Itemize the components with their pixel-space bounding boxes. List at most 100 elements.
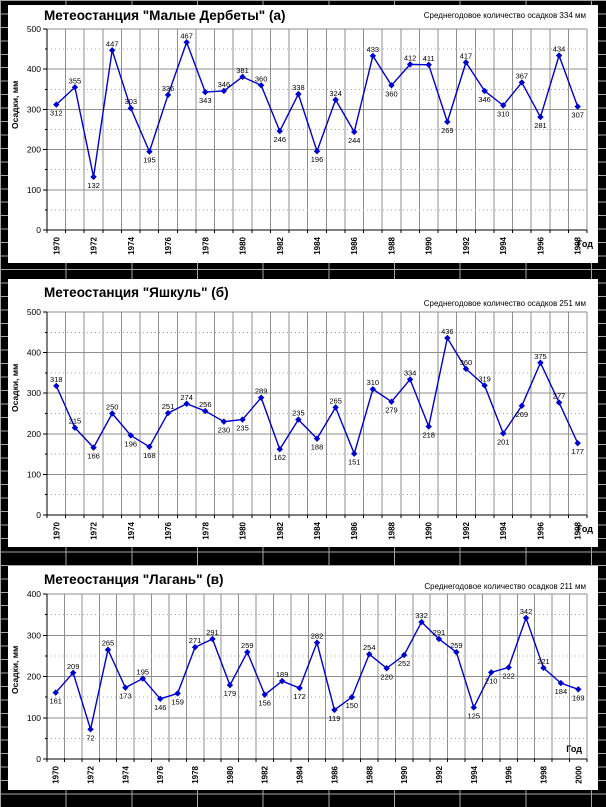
svg-text:1978: 1978 — [191, 765, 200, 783]
svg-text:1990: 1990 — [400, 765, 409, 783]
svg-text:1992: 1992 — [435, 765, 444, 783]
svg-text:282: 282 — [311, 632, 324, 641]
svg-text:1988: 1988 — [387, 236, 396, 254]
svg-text:355: 355 — [69, 76, 82, 85]
svg-text:1970: 1970 — [52, 765, 61, 783]
svg-text:346: 346 — [218, 80, 231, 89]
svg-text:300: 300 — [27, 630, 41, 640]
svg-text:300: 300 — [27, 104, 41, 114]
svg-text:1994: 1994 — [499, 521, 508, 539]
svg-text:334: 334 — [404, 368, 417, 377]
x-axis-title: Год — [566, 744, 582, 754]
svg-text:100: 100 — [27, 185, 41, 195]
chart-lagan: Метеостанция "Лагань" (в) Среднегодовое … — [8, 566, 598, 790]
svg-text:1972: 1972 — [90, 521, 99, 539]
svg-text:200: 200 — [27, 672, 41, 682]
svg-text:188: 188 — [311, 443, 324, 452]
svg-text:434: 434 — [553, 45, 566, 54]
axes — [43, 593, 588, 762]
svg-text:119: 119 — [328, 714, 340, 723]
svg-text:235: 235 — [236, 424, 249, 433]
chart-malye-derbety: Метеостанция "Малые Дербеты" (а) Среднег… — [8, 5, 598, 263]
svg-text:1984: 1984 — [313, 521, 322, 539]
chart-annotation: Среднегодовое количество осадков 251 мм — [423, 299, 586, 308]
y-tick-labels: 0 100 200 300 400 — [27, 589, 41, 764]
svg-text:200: 200 — [27, 429, 41, 439]
svg-text:254: 254 — [363, 643, 376, 652]
svg-text:252: 252 — [398, 659, 411, 668]
chart-annotation: Среднегодовое количество осадков 334 мм — [423, 11, 586, 20]
svg-text:277: 277 — [553, 392, 566, 401]
svg-text:346: 346 — [478, 95, 491, 104]
svg-text:271: 271 — [189, 636, 202, 645]
svg-text:265: 265 — [329, 396, 342, 405]
svg-text:222: 222 — [502, 671, 515, 680]
svg-text:1984: 1984 — [313, 236, 322, 254]
svg-text:319: 319 — [478, 374, 491, 383]
chart-title: Метеостанция "Малые Дербеты" (а) — [44, 8, 286, 23]
svg-text:159: 159 — [171, 697, 184, 706]
svg-text:265: 265 — [102, 639, 115, 648]
svg-text:1970: 1970 — [52, 236, 61, 254]
svg-text:360: 360 — [385, 89, 398, 98]
series-markers-and-labels: 161 209 72 265 173 195 146 159 271 291 179 259 156 18… — [49, 607, 584, 742]
svg-text:279: 279 — [385, 406, 398, 415]
svg-text:251: 251 — [162, 402, 175, 411]
svg-text:303: 303 — [125, 97, 138, 106]
svg-text:291: 291 — [433, 628, 446, 637]
svg-text:196: 196 — [125, 439, 138, 448]
svg-text:1988: 1988 — [387, 521, 396, 539]
svg-text:151: 151 — [348, 458, 361, 467]
svg-text:1974: 1974 — [127, 236, 136, 254]
svg-text:307: 307 — [571, 111, 584, 120]
axes — [43, 311, 588, 518]
svg-text:1994: 1994 — [499, 236, 508, 254]
series-markers-and-labels: 312 355 132 447 303 195 336 467 343 346 381 360 246 3… — [50, 31, 584, 190]
gridlines — [46, 593, 588, 759]
svg-text:447: 447 — [106, 39, 119, 48]
svg-text:375: 375 — [534, 352, 547, 361]
svg-text:169: 169 — [572, 693, 585, 702]
series-markers-and-labels: 318 215 166 250 196 168 251 274 256 230 235 289 162 2… — [50, 327, 584, 467]
svg-text:411: 411 — [423, 54, 435, 63]
svg-text:269: 269 — [441, 126, 454, 135]
x-axis-title: Год — [577, 524, 593, 534]
svg-text:332: 332 — [415, 611, 428, 620]
svg-text:1996: 1996 — [536, 236, 545, 254]
svg-text:0: 0 — [36, 754, 41, 764]
svg-text:1982: 1982 — [261, 765, 270, 783]
chart-title: Метеостанция "Лагань" (в) — [44, 572, 224, 587]
svg-text:1970: 1970 — [52, 521, 61, 539]
svg-text:221: 221 — [537, 657, 550, 666]
svg-text:500: 500 — [27, 24, 41, 34]
gridlines — [46, 311, 588, 515]
svg-text:1986: 1986 — [350, 521, 359, 539]
svg-text:324: 324 — [329, 89, 342, 98]
svg-text:1992: 1992 — [462, 521, 471, 539]
svg-text:417: 417 — [460, 51, 473, 60]
svg-text:1974: 1974 — [121, 765, 130, 783]
svg-text:400: 400 — [27, 348, 41, 358]
svg-text:1978: 1978 — [201, 236, 210, 254]
svg-text:310: 310 — [367, 378, 380, 387]
svg-text:215: 215 — [69, 417, 82, 426]
svg-text:161: 161 — [49, 697, 62, 706]
svg-text:146: 146 — [154, 703, 167, 712]
svg-text:274: 274 — [180, 393, 193, 402]
svg-text:412: 412 — [404, 53, 417, 62]
svg-text:189: 189 — [276, 670, 289, 679]
svg-text:1972: 1972 — [87, 765, 96, 783]
svg-text:259: 259 — [450, 641, 463, 650]
svg-text:235: 235 — [292, 409, 305, 418]
gridlines — [46, 28, 588, 230]
svg-text:2000: 2000 — [574, 765, 583, 783]
svg-text:1990: 1990 — [425, 521, 434, 539]
svg-text:218: 218 — [422, 430, 435, 439]
y-tick-labels: 0 100 200 300 400 500 — [27, 307, 41, 520]
svg-text:1980: 1980 — [239, 521, 248, 539]
svg-text:179: 179 — [224, 689, 237, 698]
svg-text:184: 184 — [555, 687, 568, 696]
svg-text:436: 436 — [441, 327, 454, 336]
svg-text:150: 150 — [346, 701, 359, 710]
svg-text:1976: 1976 — [164, 521, 173, 539]
